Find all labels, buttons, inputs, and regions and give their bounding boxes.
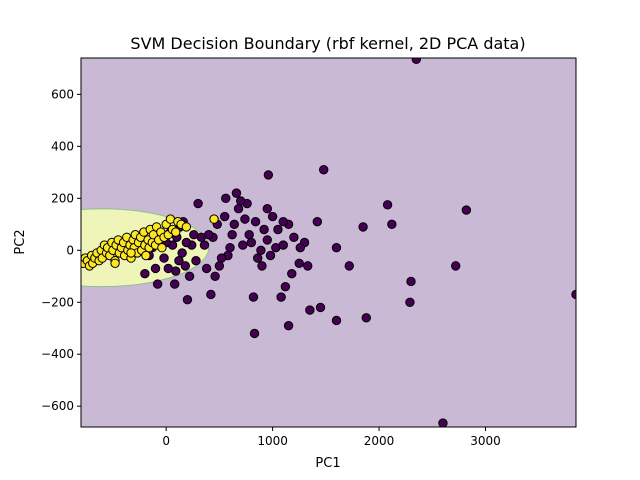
data-point-class-0 <box>263 170 274 180</box>
data-point-class-0 <box>221 193 231 204</box>
data-point-class-0 <box>248 292 259 302</box>
data-point-class-0 <box>262 204 272 214</box>
data-point-class-0 <box>231 188 242 198</box>
data-point-class-0 <box>152 279 163 289</box>
data-point-class-0 <box>240 214 250 224</box>
data-point-class-0 <box>405 297 415 307</box>
data-point-class-1 <box>110 258 120 268</box>
y-tick-label: 400 <box>51 139 74 153</box>
data-point-class-0 <box>331 315 342 326</box>
data-point-class-0 <box>193 198 203 209</box>
data-point-class-0 <box>319 165 329 175</box>
data-point-class-0 <box>174 255 184 266</box>
data-point-class-0 <box>182 294 193 305</box>
data-point-class-0 <box>159 253 169 263</box>
data-point-class-0 <box>210 271 220 281</box>
data-point-class-0 <box>295 242 305 253</box>
data-point-class-0 <box>451 261 461 271</box>
data-point-class-0 <box>344 261 354 271</box>
data-point-class-0 <box>199 240 210 250</box>
data-point-class-0 <box>169 279 180 289</box>
data-point-class-0 <box>259 224 269 235</box>
data-point-class-0 <box>180 261 191 271</box>
data-point-class-0 <box>315 302 326 313</box>
y-tick-label: −200 <box>41 295 74 309</box>
chart-title: SVM Decision Boundary (rbf kernel, 2D PC… <box>130 34 525 53</box>
data-point-class-0 <box>305 305 315 315</box>
data-point-class-0 <box>303 261 313 271</box>
data-point-class-0 <box>244 230 254 240</box>
data-point-class-0 <box>184 271 195 281</box>
data-point-class-0 <box>214 261 225 271</box>
y-tick-label: 200 <box>51 191 74 205</box>
y-tick-label: −400 <box>41 347 74 361</box>
data-point-class-0 <box>438 418 448 427</box>
data-point-class-0 <box>181 237 192 248</box>
data-point-class-1 <box>181 222 192 232</box>
data-point-class-0 <box>250 217 261 227</box>
data-point-class-0 <box>225 242 235 253</box>
y-tick-label: 600 <box>51 87 74 101</box>
data-points <box>81 58 576 427</box>
x-tick-label: 3000 <box>470 434 501 448</box>
data-point-class-1 <box>171 227 181 237</box>
data-point-class-0 <box>220 211 230 222</box>
x-tick-label: 0 <box>162 434 170 448</box>
data-point-class-0 <box>238 240 248 250</box>
data-point-class-0 <box>191 255 201 266</box>
data-point-class-0 <box>227 230 237 240</box>
data-point-class-1 <box>157 242 167 253</box>
data-point-class-0 <box>273 224 283 235</box>
data-point-class-0 <box>201 263 212 274</box>
data-point-class-1 <box>126 248 136 258</box>
data-point-class-0 <box>278 217 288 227</box>
data-point-class-0 <box>461 205 472 215</box>
data-point-class-0 <box>206 289 216 300</box>
data-point-class-0 <box>253 253 263 263</box>
data-point-class-0 <box>265 250 276 261</box>
data-point-class-0 <box>331 242 342 253</box>
data-point-class-0 <box>287 268 297 279</box>
y-tick-label: −600 <box>41 399 74 413</box>
data-point-class-1 <box>141 250 151 261</box>
x-axis-label: PC1 <box>315 456 340 471</box>
data-point-class-0 <box>267 211 278 222</box>
data-point-class-0 <box>276 292 286 302</box>
data-point-class-0 <box>235 196 246 206</box>
data-point-class-0 <box>278 240 288 250</box>
data-point-class-0 <box>246 237 257 248</box>
data-point-class-0 <box>283 320 294 331</box>
data-point-class-0 <box>177 248 187 258</box>
data-point-class-0 <box>294 258 304 268</box>
data-point-class-0 <box>140 268 150 279</box>
data-point-class-0 <box>262 235 272 245</box>
data-point-class-0 <box>229 219 239 230</box>
x-axis: 0 1000 2000 3000 <box>162 427 501 448</box>
data-point-class-0 <box>289 232 299 243</box>
data-point-class-0 <box>257 261 267 271</box>
data-point-class-0 <box>256 245 266 255</box>
data-point-class-0 <box>312 217 323 227</box>
data-point-class-0 <box>411 58 422 64</box>
y-axis-label: PC2 <box>13 229 28 254</box>
data-point-class-0 <box>358 222 368 232</box>
data-point-class-0 <box>216 253 227 263</box>
data-point-class-0 <box>249 328 260 339</box>
data-point-class-0 <box>280 281 291 292</box>
data-point-class-0 <box>233 204 244 214</box>
data-point-class-0 <box>163 263 173 274</box>
x-tick-label: 2000 <box>364 434 395 448</box>
y-tick-label: 0 <box>66 243 74 257</box>
data-point-class-0 <box>189 230 199 240</box>
data-point-class-0 <box>406 276 416 287</box>
x-tick-label: 1000 <box>257 434 288 448</box>
data-point-class-1 <box>209 214 219 224</box>
y-axis: −600 −400 −200 0 200 400 600 <box>41 87 81 413</box>
data-point-class-0 <box>382 200 393 210</box>
data-point-class-0 <box>150 263 161 274</box>
data-point-class-0 <box>387 219 397 230</box>
plot-frame <box>80 57 577 428</box>
data-point-class-0 <box>361 313 371 323</box>
